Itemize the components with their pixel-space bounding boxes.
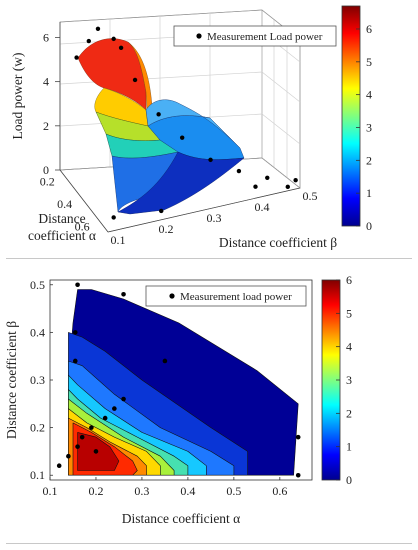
colorbar-tick-label: 1 [366, 186, 372, 200]
measurement-point [162, 358, 168, 364]
colorbar-tick-label: 0 [366, 219, 372, 233]
measurement-point [179, 135, 185, 140]
z-tick-label: 6 [43, 30, 49, 44]
legend-marker [196, 33, 202, 39]
colorbar-tick-label: 4 [366, 88, 372, 102]
measurement-point [208, 157, 213, 163]
colorbar-tick-label: 6 [346, 273, 352, 287]
measurement-point [75, 282, 80, 288]
measurement-point [112, 406, 117, 411]
measurement-point [74, 55, 79, 60]
measurement-point [293, 177, 298, 183]
colorbar-tick-label: 2 [366, 153, 372, 167]
measurement-point [95, 26, 101, 31]
measurement-point [132, 77, 138, 83]
contour-y-label: Distance coefficient β [4, 321, 19, 439]
colorbar-tick-label: 3 [346, 373, 352, 387]
contour-chart: 0.1 0.2 0.3 0.4 0.5 0.6 0.1 0.2 0.3 0.4 0.5 Dista… [4, 273, 352, 526]
contour-points [56, 282, 301, 478]
y-tick-label: 0.4 [30, 325, 45, 339]
colorbar-tick-label: 1 [346, 440, 352, 454]
colorbar-tick-label: 3 [366, 120, 372, 134]
measurement-point [295, 434, 301, 440]
measurement-point [86, 38, 92, 44]
measurement-point [295, 472, 301, 478]
measurement-point [111, 215, 116, 220]
measurement-point [121, 396, 126, 402]
colorbar-tick-label: 6 [366, 22, 372, 36]
colorbar-tick-label: 5 [346, 306, 352, 320]
measurement-point [89, 425, 94, 430]
measurement-point [93, 449, 99, 454]
colorbar-tick-label: 0 [346, 473, 352, 487]
surface-legend-label: Measurement Load power [207, 31, 323, 43]
beta-tick-label: 0.4 [255, 200, 270, 214]
measurement-point [56, 463, 62, 469]
beta-tick-label: 0.1 [111, 233, 126, 247]
y-tick-label: 0.1 [30, 468, 45, 482]
x-tick-label: 0.6 [272, 484, 287, 498]
beta-axis-ticks: 0.1 0.2 0.3 0.4 0.5 [111, 189, 318, 247]
measurement-point [102, 415, 108, 421]
measurement-point [265, 175, 270, 181]
measurement-point [253, 184, 258, 189]
beta-tick-label: 0.2 [159, 222, 174, 236]
measurement-point [236, 168, 242, 174]
measurement-point [121, 291, 126, 297]
z-tick-label: 4 [43, 75, 49, 89]
legend-marker [169, 293, 175, 299]
z-axis-label: Load power (w) [10, 53, 25, 140]
measurement-point [118, 45, 124, 50]
z-axis-ticks: 0 2 4 6 [43, 30, 60, 177]
colorbar-tick-label: 2 [346, 406, 352, 420]
alpha-tick-label: 0.4 [57, 197, 72, 211]
x-tick-label: 0.1 [43, 484, 58, 498]
alpha-tick-label: 0.6 [75, 219, 90, 233]
surface-legend: Measurement Load power [173, 25, 337, 47]
alpha-tick-label: 0.2 [40, 174, 55, 188]
contour-x-ticks: 0.1 0.2 0.3 0.4 0.5 0.6 [43, 477, 287, 498]
contour-colorbar-ticks: 0 1 2 3 4 5 6 [336, 273, 352, 487]
separator-bottom [6, 543, 412, 544]
y-tick-label: 0.2 [30, 421, 45, 435]
x-tick-label: 0.5 [226, 484, 241, 498]
measurement-point [285, 184, 290, 190]
colorbar-tick-label: 5 [366, 55, 372, 69]
alpha-axis-label-line1: Distance [38, 211, 85, 226]
measurement-point [72, 358, 78, 364]
z-tick-label: 0 [43, 163, 49, 177]
y-tick-label: 0.3 [30, 373, 45, 387]
measurement-point [66, 453, 71, 459]
x-tick-label: 0.4 [180, 484, 195, 498]
contour-legend-label: Measurement load power [180, 291, 292, 303]
colorbar-tick-label: 4 [346, 340, 352, 354]
surface-colorbar: 0 1 2 3 4 5 6 [341, 5, 372, 233]
contour-legend: Measurement load power [145, 285, 307, 307]
alpha-axis-ticks: 0.20.40.6 [40, 174, 90, 233]
separator-top [6, 258, 412, 259]
contour-y-ticks: 0.1 0.2 0.3 0.4 0.5 [30, 278, 53, 482]
measurement-point [111, 36, 116, 42]
measurement-point [156, 112, 161, 117]
contour-x-label: Distance coefficient α [122, 511, 241, 526]
surface-mesh [77, 38, 245, 215]
z-tick-label: 2 [43, 119, 49, 133]
surface-points [74, 26, 298, 220]
measurement-point [75, 444, 80, 449]
measurement-point [79, 434, 85, 440]
alpha-axis-label-line2: coefficient α [28, 228, 96, 243]
beta-tick-label: 0.3 [207, 211, 222, 225]
measurement-point [159, 208, 164, 214]
x-tick-label: 0.2 [88, 484, 103, 498]
measurement-point [72, 330, 78, 335]
x-tick-label: 0.3 [134, 484, 149, 498]
contour-colorbar: 0 1 2 3 4 5 6 [321, 273, 352, 487]
surface-colorbar-ticks: 0 1 2 3 4 5 6 [356, 22, 372, 233]
y-tick-label: 0.5 [30, 278, 45, 292]
beta-tick-label: 0.5 [303, 189, 318, 203]
beta-axis-label: Distance coefficient β [219, 235, 337, 250]
